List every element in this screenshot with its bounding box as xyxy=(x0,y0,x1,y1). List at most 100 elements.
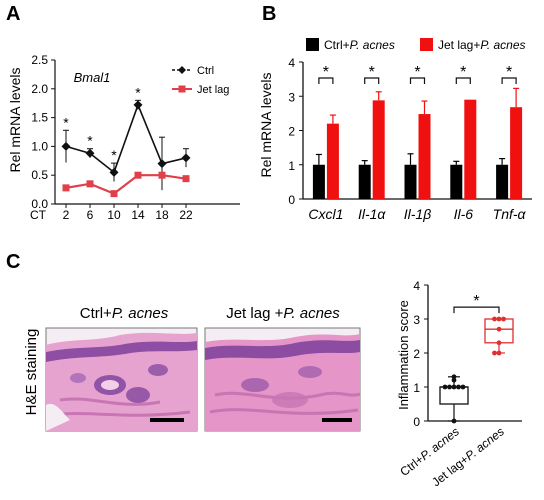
chart-c-marks: * xyxy=(439,293,514,424)
chart-b-significance: * xyxy=(323,64,329,81)
chart-b-xtick-label: Tnf-α xyxy=(493,206,527,222)
chart-a-ylabel: Rel mRNA levels xyxy=(7,67,23,172)
legend-jetlag-label: Jet lag xyxy=(197,84,229,96)
chart-c-ytick-label: 0 xyxy=(413,415,420,429)
chart-c-box xyxy=(439,386,469,405)
chart-a-legend: Ctrl Jet lag xyxy=(172,65,229,96)
chart-b-ytick-label: 0 xyxy=(288,193,295,207)
chart-c-point xyxy=(496,316,502,322)
chart-b-significance-bracket xyxy=(501,77,517,84)
chart-b-significance: * xyxy=(414,64,420,81)
chart-c-point xyxy=(442,384,448,390)
chart-b-xtick-label: Il-1β xyxy=(404,206,431,222)
chart-a-significance: * xyxy=(63,114,69,130)
chart-b-bar xyxy=(372,100,385,199)
chart-b-xtick-label: Il-1α xyxy=(358,206,386,222)
he-staining-label: H&E staining xyxy=(23,329,40,416)
chart-c-point xyxy=(456,384,461,390)
chart-a-point xyxy=(110,190,118,198)
chart-a-xtick-label: 2 xyxy=(63,208,70,222)
chart-a-point xyxy=(61,141,71,151)
chart-a-axes: 0.0 0.5 1.0 1.5 2.0 2.5 2 6 10 14 18 22 xyxy=(31,53,240,222)
chart-b-bar xyxy=(404,164,417,199)
chart-a-ytick-label: 0.5 xyxy=(31,168,48,182)
chart-b-legend: Ctrl+P. acnes Jet lag+P. acnes xyxy=(306,38,526,52)
histology-title-ctrl: Ctrl+P. acnes xyxy=(80,305,169,322)
chart-c-point xyxy=(451,377,457,383)
chart-a-series-line xyxy=(65,174,187,195)
legend-jetlag-pacnes-swatch xyxy=(420,38,433,51)
chart-a-significance: * xyxy=(111,147,117,163)
chart-b-marks: * * * * * xyxy=(312,64,523,199)
chart-a-ytick-label: 1.0 xyxy=(31,139,48,153)
chart-b-significance-bracket xyxy=(455,77,471,84)
chart-a-significance: * xyxy=(87,133,93,149)
chart-c-point xyxy=(501,316,506,322)
chart-c-significance: * xyxy=(473,293,479,310)
chart-b-bar xyxy=(510,107,523,199)
chart-a-ytick-label: 2.5 xyxy=(31,53,48,67)
chart-b-axes: 0 1 2 3 4 Cxcl1 Il-1α Il-1β Il-6 Tnf-α xyxy=(288,56,532,222)
chart-a-xtick-label: 14 xyxy=(131,208,145,222)
chart-c-point xyxy=(492,316,497,322)
chart-b-bar xyxy=(326,123,339,199)
legend-ctrl-marker xyxy=(178,66,186,74)
legend-ctrl-label: Ctrl xyxy=(197,65,214,77)
chart-a-point xyxy=(62,184,70,192)
chart-b-ytick-label: 2 xyxy=(288,125,295,139)
chart-b-bar xyxy=(450,164,463,199)
chart-b-xtick-label: Cxcl1 xyxy=(308,206,343,222)
chart-a-xtick-label: 22 xyxy=(179,208,193,222)
chart-a-point xyxy=(109,167,119,177)
chart-a-point xyxy=(85,148,95,158)
chart-c-point xyxy=(460,384,466,390)
chart-a-point xyxy=(157,159,167,169)
histology-image-ctrl xyxy=(45,327,198,432)
chart-a-point xyxy=(181,153,191,163)
chart-a-point xyxy=(134,171,142,179)
histology-image-jetlag xyxy=(204,327,361,432)
chart-b-ytick-label: 4 xyxy=(288,56,295,70)
legend-jetlag-marker xyxy=(178,85,186,93)
chart-b-bar xyxy=(312,164,325,199)
histology-title-jetlag: Jet lag +P. acnes xyxy=(226,305,340,322)
panel-a-letter: A xyxy=(6,3,20,25)
chart-c-point xyxy=(447,384,452,390)
chart-c-ytick-label: 2 xyxy=(413,347,420,361)
chart-b-bar xyxy=(418,114,431,199)
chart-b-bar xyxy=(464,99,477,199)
chart-c-point xyxy=(496,326,502,332)
chart-c-significance-bracket xyxy=(453,306,500,314)
chart-c-ylabel: Inflammation score xyxy=(396,300,411,410)
chart-b-bar xyxy=(358,164,371,199)
chart-b-significance: * xyxy=(460,64,466,81)
chart-a-ytick-label: 0.0 xyxy=(31,197,48,211)
chart-a-ytick-label: 2.0 xyxy=(31,82,48,96)
chart-b-significance: * xyxy=(506,64,512,81)
chart-a-xtick-label: 6 xyxy=(87,208,94,222)
chart-c-point xyxy=(451,374,457,380)
panel-c-letter: C xyxy=(6,251,20,273)
chart-a-point xyxy=(182,175,190,183)
chart-b-ytick-label: 1 xyxy=(288,159,295,173)
chart-a-xtick-label: 10 xyxy=(107,208,121,222)
panel-b-letter: B xyxy=(262,3,276,25)
chart-c-ytick-label: 4 xyxy=(413,279,420,293)
chart-a-title: Bmal1 xyxy=(74,70,111,85)
chart-b-significance-bracket xyxy=(364,77,380,84)
chart-c-ytick-label: 1 xyxy=(413,381,420,395)
chart-a-x-prefix: CT xyxy=(30,208,47,222)
chart-c-point xyxy=(496,340,502,346)
chart-b-significance-bracket xyxy=(409,77,426,84)
chart-b-xtick-label: Il-6 xyxy=(454,206,474,222)
chart-a-point xyxy=(86,180,94,188)
legend-ctrl-pacnes-swatch xyxy=(306,38,319,51)
chart-a-significance: * xyxy=(135,84,141,100)
legend-jetlag-pacnes-label: Jet lag+P. acnes xyxy=(438,38,526,52)
chart-a-series-line xyxy=(65,102,187,174)
chart-a-point xyxy=(133,100,143,110)
chart-b-significance-bracket xyxy=(318,77,334,84)
